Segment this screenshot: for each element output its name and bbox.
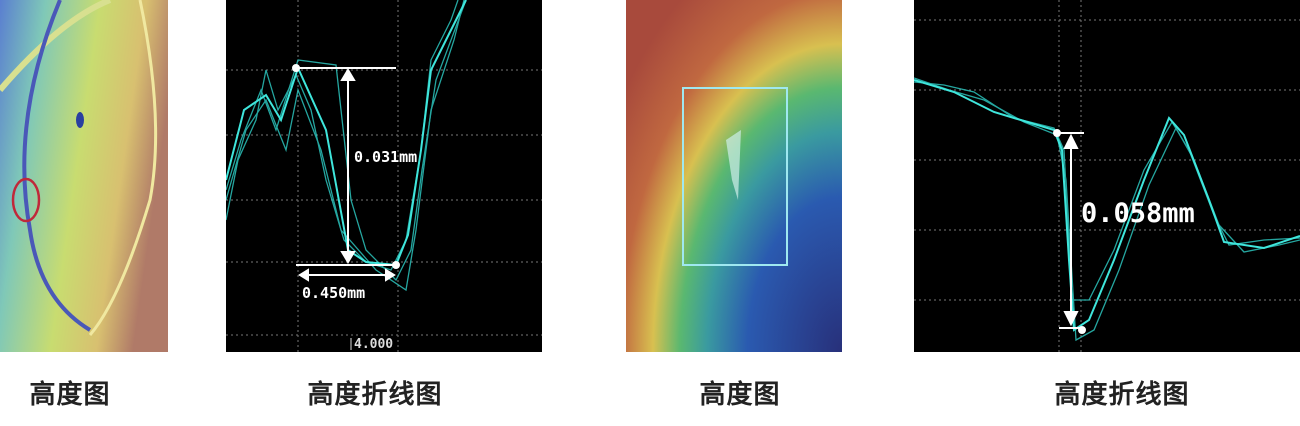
height-profile-chart-2: 0.058mm [914, 0, 1300, 352]
height-measurement-label: 0.058mm [1081, 198, 1195, 229]
height-map-image-1 [0, 0, 168, 352]
defect-marker-circle [11, 177, 41, 223]
caption-4: 高度折线图 [1054, 380, 1190, 410]
region-of-interest-box [682, 87, 788, 266]
height-measurement-label: 0.031mm [354, 148, 417, 166]
caption-2: 高度折线图 [307, 380, 443, 410]
height-profile-chart-1: 0.031mm 0.450mm 4.000 [226, 0, 542, 352]
caption-1: 高度图 [29, 380, 111, 410]
axis-label: 4.000 [354, 337, 393, 352]
height-map-image-2 [626, 0, 842, 352]
caption-3: 高度图 [699, 380, 781, 410]
width-measurement-label: 0.450mm [302, 284, 365, 302]
